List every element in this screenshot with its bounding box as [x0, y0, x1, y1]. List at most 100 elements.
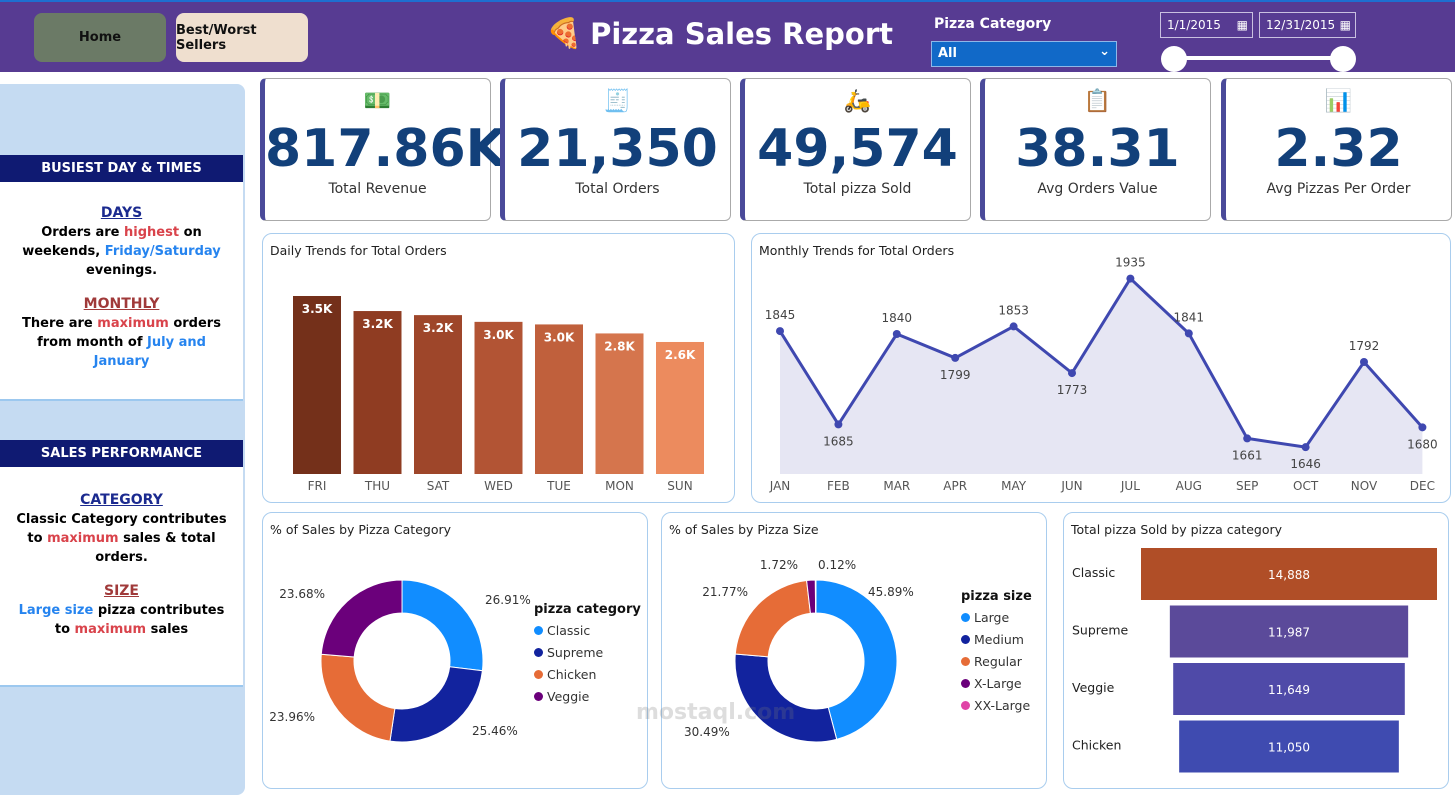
kpi-value: 38.31: [1015, 119, 1180, 179]
monthly-text: There are maximum orders from month of J…: [22, 316, 221, 369]
header-bar: Home Best/Worst Sellers 🍕 Pizza Sales Rep…: [0, 0, 1455, 72]
monthly-trends-card: Monthly Trends for Total Orders 1845 JAN 1…: [751, 233, 1451, 503]
funnel-bar: [1173, 663, 1405, 715]
chart-title: Daily Trends for Total Orders: [270, 243, 447, 258]
calendar-icon: ▦: [1339, 18, 1351, 32]
legend-label: Chicken: [547, 667, 597, 682]
chart-title: % of Sales by Pizza Size: [669, 522, 819, 537]
x-tick-label: OCT: [1293, 479, 1319, 493]
funnel-bar: [1141, 548, 1437, 600]
best-worst-sellers-button[interactable]: Best/Worst Sellers: [176, 13, 308, 62]
size-heading: SIZE: [103, 583, 139, 599]
chart-title: Total pizza Sold by pizza category: [1071, 522, 1283, 537]
data-point: [1360, 358, 1368, 366]
x-tick-label: JUN: [1060, 479, 1082, 493]
bar: [535, 324, 583, 474]
size-donut: 45.89% 30.49% 21.77% 1.72% 0.12%: [684, 558, 914, 743]
legend-item[interactable]: X-Large: [961, 676, 1032, 691]
watermark-logo: mostaql.com: [636, 700, 796, 725]
legend-item[interactable]: Large: [961, 610, 1032, 625]
legend-marker-icon: [961, 701, 970, 710]
bar-label: 3.2K: [423, 321, 454, 335]
days-text: Orders are highest on weekends, Friday/S…: [22, 225, 221, 278]
home-button[interactable]: Home: [34, 13, 166, 62]
data-point: [1243, 434, 1252, 443]
data-label: 1680: [1407, 437, 1438, 451]
x-tick-label: TUE: [546, 479, 571, 493]
data-label: 1685: [823, 434, 854, 448]
legend-title: pizza category: [534, 602, 641, 617]
data-point: [776, 327, 784, 336]
days-heading: DAYS: [100, 205, 143, 221]
data-point: [892, 330, 901, 338]
daily-bar-chart: 3.5K FRI 3.2K THU 3.2K SAT 3.0K WED 3.0K TUE 2.8K M…: [293, 296, 704, 493]
x-tick-label: SAT: [427, 479, 450, 493]
donut-slice: [814, 579, 817, 614]
x-tick-label: THU: [364, 479, 390, 493]
data-label: 1799: [940, 368, 971, 382]
data-label: 1840: [882, 311, 913, 325]
donut-slice: [320, 579, 403, 658]
slice-label: 30.49%: [684, 725, 730, 739]
slice-label: 23.96%: [269, 710, 315, 724]
size-legend: pizza size Large Medium Regular X-Large XX-La…: [961, 589, 1032, 720]
slice-label: 26.91%: [485, 593, 531, 607]
category-filter-label: Pizza Category: [934, 16, 1052, 32]
kpi-card: 📊 2.32 Avg Pizzas Per Order: [1221, 78, 1452, 221]
legend-label: Large: [974, 610, 1010, 625]
bar-label: 3.0K: [544, 330, 575, 344]
kpi-label: Avg Orders Value: [1037, 181, 1158, 197]
date-slider-start-handle[interactable]: [1161, 46, 1187, 72]
date-start-input[interactable]: 1/1/2015 ▦: [1160, 12, 1253, 38]
data-label: 1935: [1115, 256, 1146, 270]
pizza-icon: 🍕: [546, 16, 583, 50]
x-tick-label: AUG: [1176, 479, 1202, 493]
legend-label: Veggie: [547, 689, 590, 704]
date-slider-end-handle[interactable]: [1330, 46, 1356, 72]
calendar-icon: ▦: [1236, 18, 1248, 32]
donut-slice: [389, 666, 483, 743]
slice-label: 23.68%: [279, 587, 325, 601]
data-point: [1009, 322, 1018, 331]
kpi-value: 49,574: [757, 119, 958, 179]
data-label: 1792: [1349, 339, 1380, 353]
size-pie-card: % of Sales by Pizza Size 45.89% 30.49% 21.…: [661, 512, 1047, 789]
busiest-heading: BUSIEST DAY & TIMES: [0, 155, 243, 182]
date-slider-track[interactable]: [1173, 56, 1343, 60]
legend-item[interactable]: Medium: [961, 632, 1032, 647]
bar-label: 11,050: [1268, 741, 1310, 755]
x-tick-label: WED: [484, 479, 513, 493]
legend-marker-icon: [534, 626, 543, 635]
legend-item[interactable]: Supreme: [534, 645, 641, 660]
data-point: [1184, 329, 1193, 338]
date-end-input[interactable]: 12/31/2015 ▦: [1259, 12, 1356, 38]
x-tick-label: FRI: [308, 479, 327, 493]
legend-label: Medium: [974, 632, 1024, 647]
bar: [353, 311, 402, 474]
legend-item[interactable]: XX-Large: [961, 698, 1032, 713]
data-point: [1126, 274, 1135, 283]
legend-item[interactable]: Chicken: [534, 667, 641, 682]
legend-item[interactable]: Classic: [534, 623, 641, 638]
data-label: 1841: [1174, 310, 1205, 324]
category-text: Classic Category contributes to maximum …: [16, 512, 227, 565]
category-dropdown[interactable]: All ⌄: [931, 41, 1117, 67]
x-tick-label: JUL: [1120, 479, 1140, 493]
legend-item[interactable]: Regular: [961, 654, 1032, 669]
date-end: 12/31/2015: [1266, 18, 1336, 32]
donut-slice: [401, 579, 484, 672]
legend-marker-icon: [534, 670, 543, 679]
monthly-heading: MONTHLY: [83, 296, 160, 312]
kpi-value: 21,350: [517, 119, 718, 179]
legend-label: Supreme: [547, 645, 604, 660]
bar: [595, 333, 644, 474]
bar: [656, 341, 704, 474]
category-label: Supreme: [1072, 623, 1129, 638]
clipboard-icon: 📋: [1083, 89, 1112, 114]
pizza-sold-card: Total pizza Sold by pizza category 14,88…: [1063, 512, 1449, 789]
donut-slice: [815, 579, 898, 740]
chart-title: % of Sales by Pizza Category: [270, 522, 452, 537]
monthly-line-chart: 1845 JAN 1685 FEB 1840 MAR 1799 APR 1853 MAY 1773 J…: [765, 256, 1438, 493]
legend-item[interactable]: Veggie: [534, 689, 641, 704]
category-heading: CATEGORY: [80, 492, 163, 508]
